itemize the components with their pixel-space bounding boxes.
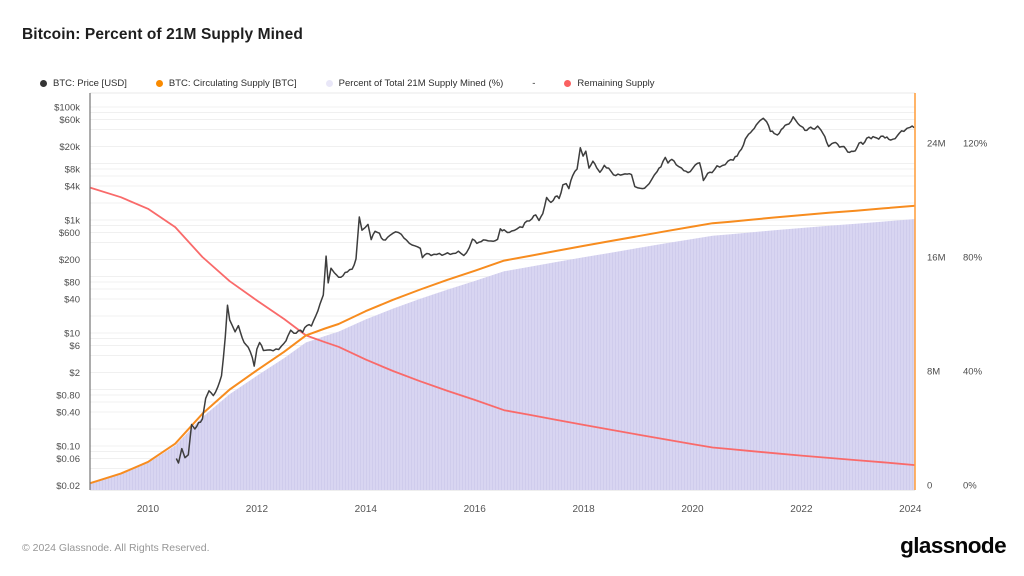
legend-item-3[interactable]: -: [532, 78, 535, 89]
legend-dot-icon: [40, 80, 47, 87]
price-axis-label: $0.06: [56, 454, 80, 465]
circulating-supply-line: [89, 204, 916, 485]
price-axis-label: $600: [59, 228, 80, 239]
price-axis-label: $2: [69, 368, 80, 379]
copyright-text: © 2024 Glassnode. All Rights Reserved.: [22, 542, 210, 554]
price-axis-label: $0.02: [56, 481, 80, 492]
price-axis-label: $6: [69, 341, 80, 352]
btc-price-line: [175, 116, 915, 464]
percent-mined-area: [89, 219, 916, 490]
price-axis-label: $100k: [54, 103, 80, 114]
legend-item-label: Percent of Total 21M Supply Mined (%): [338, 78, 504, 89]
chart-legend: BTC: Price [USD] BTC: Circulating Supply …: [40, 78, 655, 89]
supply-axis-label: 24M: [927, 139, 946, 150]
supply-axis-label: 16M: [927, 253, 946, 264]
legend-item-1[interactable]: BTC: Circulating Supply [BTC]: [155, 78, 297, 89]
price-axis-label: $60k: [59, 115, 80, 126]
legend-item-4[interactable]: Remaining Supply: [564, 78, 655, 89]
supply-axis-label: 8M: [927, 367, 940, 378]
remaining-supply-line: [89, 186, 916, 466]
price-axis-label: $4k: [65, 181, 81, 192]
supply-axis-label: 0: [927, 481, 932, 492]
x-axis-label: 2018: [572, 504, 595, 515]
percent-axis-label: 80%: [963, 253, 983, 264]
legend-item-0[interactable]: BTC: Price [USD]: [40, 78, 127, 89]
percent-axis-label: 40%: [963, 367, 983, 378]
legend-item-label: Remaining Supply: [577, 78, 655, 89]
legend-dot-icon: [155, 80, 163, 87]
price-axis-label: $20k: [59, 142, 80, 153]
x-axis-label: 2010: [137, 504, 160, 515]
price-axis-label: $10: [64, 329, 80, 340]
x-axis-label: 2012: [246, 504, 269, 515]
legend-dot-icon: [564, 80, 572, 87]
glassnode-logo: glassnode: [900, 533, 1006, 558]
x-axis-label: 2020: [681, 504, 704, 515]
legend-dot-icon: [325, 80, 333, 87]
price-axis-label: $0.40: [56, 407, 80, 418]
x-axis-label: 2014: [355, 504, 378, 515]
price-axis-label: $0.80: [56, 390, 80, 401]
legend-item-label: BTC: Price [USD]: [53, 78, 127, 89]
price-axis-label: $8k: [65, 164, 81, 175]
x-axis-label: 2016: [464, 504, 487, 515]
price-axis-label: $200: [59, 255, 80, 266]
price-axis-label: $40: [64, 294, 80, 305]
x-axis-label: 2024: [899, 504, 922, 515]
percent-axis-label: 0%: [963, 481, 977, 492]
legend-item-2[interactable]: Percent of Total 21M Supply Mined (%): [325, 78, 504, 89]
chart-title: Bitcoin: Percent of 21M Supply Mined: [22, 26, 303, 43]
percent-axis-label: 120%: [963, 139, 988, 150]
legend-item-label: -: [532, 78, 536, 89]
x-axis-label: 2022: [790, 504, 813, 515]
legend-item-label: BTC: Circulating Supply [BTC]: [168, 78, 297, 89]
price-axis-label: $80: [64, 277, 80, 288]
price-axis-label: $1k: [65, 216, 81, 227]
price-axis-label: $0.10: [56, 442, 80, 453]
